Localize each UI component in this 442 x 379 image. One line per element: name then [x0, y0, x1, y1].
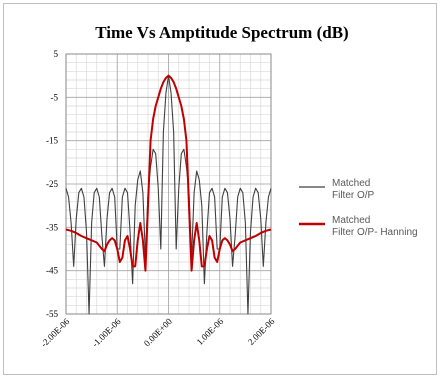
plot-axes: 5 -5 -15 -25 -35 -45 -55-2.00E-06 -1.00E-06 0.00… — [39, 49, 277, 349]
x-tick-label: 0.00E+00 — [142, 316, 174, 348]
legend-label: Matched — [332, 215, 370, 226]
x-tick-label: -1.00E-06 — [90, 316, 123, 349]
plot-series — [65, 74, 272, 315]
y-tick-label: -25 — [46, 179, 58, 189]
chart-frame: Time Vs Amptitude Spectrum (dB) 5 -5 -15 -2… — [3, 3, 437, 375]
chart-canvas: Time Vs Amptitude Spectrum (dB) 5 -5 -15 -2… — [39, 23, 418, 349]
y-tick-label: -15 — [46, 136, 58, 146]
x-tick-label: 1.00E-06 — [195, 316, 226, 347]
legend-label: Filter O/P — [332, 190, 375, 201]
y-tick-label: -35 — [46, 222, 58, 232]
y-tick-label: -5 — [51, 92, 59, 102]
plot-grid — [65, 53, 272, 315]
y-tick-label: 5 — [54, 49, 59, 59]
y-tick-label: -55 — [46, 309, 58, 319]
series-line-matched-filter-hanning — [65, 74, 272, 272]
legend-label: Filter O/P- Hanning — [332, 227, 418, 238]
x-tick-label: 2.00E-06 — [246, 316, 277, 347]
x-tick-label: -2.00E-06 — [39, 316, 72, 349]
chart-title: Time Vs Amptitude Spectrum (dB) — [95, 23, 348, 42]
plot-area-border — [65, 53, 272, 315]
y-tick-label: -45 — [46, 266, 58, 276]
legend-label: Matched — [332, 178, 370, 189]
